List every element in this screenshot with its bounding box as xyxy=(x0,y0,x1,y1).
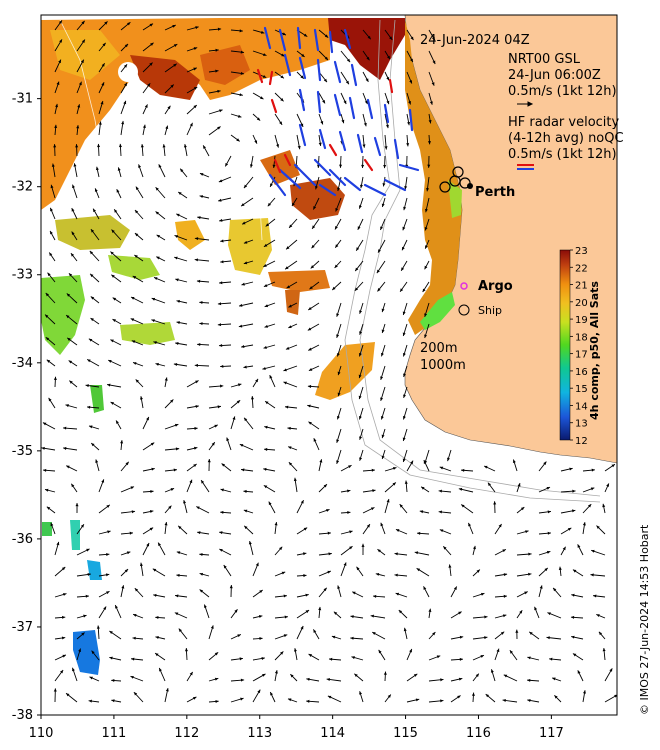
city-label: Perth xyxy=(475,185,515,200)
y-tick-label: -37 xyxy=(12,620,33,635)
colorbar-tick-label: 21 xyxy=(575,281,588,292)
hf-radar-arrows xyxy=(256,26,420,197)
colorbar-tick-label: 22 xyxy=(575,263,588,274)
colorbar-title: 4h comp, p50, All Sats xyxy=(588,281,601,420)
white-contours xyxy=(59,19,263,241)
colorbar-tick-label: 18 xyxy=(575,332,588,343)
timestamp: 24-Jun-2024 04Z xyxy=(420,33,530,48)
y-tick-label: -33 xyxy=(12,268,33,283)
model-line-2: 24-Jun 06:00Z xyxy=(508,68,601,83)
colorbar-ticks: 23 22 21 20 19 18 17 16 15 14 13 12 xyxy=(570,246,588,447)
model-line-1: NRT00 GSL xyxy=(508,52,581,67)
colorbar-tick-label: 20 xyxy=(575,298,588,309)
radar-line-1: HF radar velocity xyxy=(508,115,620,130)
colorbar-tick-label: 14 xyxy=(575,401,588,412)
colorbar-tick-label: 12 xyxy=(575,436,588,447)
colorbar-tick-label: 17 xyxy=(575,350,588,361)
depth-1000-label: 1000m xyxy=(420,358,466,373)
y-tick-label: -31 xyxy=(12,92,33,107)
y-tick-label: -38 xyxy=(12,708,33,723)
argo-marker xyxy=(460,282,468,290)
model-line-3: 0.5m/s (1kt 12h) xyxy=(508,84,617,99)
y-tick-label: -35 xyxy=(12,444,33,459)
argo-label: Argo xyxy=(478,279,513,294)
x-tick-label: 116 xyxy=(466,726,491,741)
radar-line-2: (4-12h avg) noQC xyxy=(508,131,624,146)
coastal-sst xyxy=(405,20,462,335)
y-tick-label: -32 xyxy=(12,180,33,195)
ship-label: Ship xyxy=(478,304,502,317)
x-tick-label: 117 xyxy=(539,726,564,741)
colorbar-tick-label: 16 xyxy=(575,367,588,378)
x-tick-label: 110 xyxy=(29,726,54,741)
y-axis: -31 -32 -33 -34 -35 -36 -37 -38 xyxy=(12,92,41,723)
colorbar-tick-label: 13 xyxy=(575,419,588,430)
radar-scale-arrows xyxy=(517,164,534,170)
y-tick-label: -34 xyxy=(12,356,33,371)
colorbar-tick-label: 15 xyxy=(575,384,588,395)
colorbar-tick-label: 23 xyxy=(575,246,588,257)
colorbar xyxy=(559,249,571,441)
y-tick-label: -36 xyxy=(12,532,33,547)
x-tick-label: 112 xyxy=(174,726,199,741)
depth-200-label: 200m xyxy=(420,341,457,356)
credit-text: © IMOS 27-Jun-2024 14:53 Hobart xyxy=(638,524,651,715)
x-tick-label: 111 xyxy=(101,726,126,741)
radar-station-markers xyxy=(439,166,471,193)
radar-line-3: 0.5m/s (1kt 12h) xyxy=(508,147,617,162)
x-axis: 110 111 112 113 114 115 116 117 xyxy=(29,715,564,741)
x-tick-label: 115 xyxy=(393,726,418,741)
perth-marker xyxy=(467,183,473,189)
model-scale-arrow xyxy=(517,101,534,107)
ship-marker xyxy=(458,304,470,316)
x-tick-label: 113 xyxy=(247,726,272,741)
x-tick-label: 114 xyxy=(320,726,345,741)
plot-frame xyxy=(40,14,618,716)
colorbar-tick-label: 19 xyxy=(575,315,588,326)
